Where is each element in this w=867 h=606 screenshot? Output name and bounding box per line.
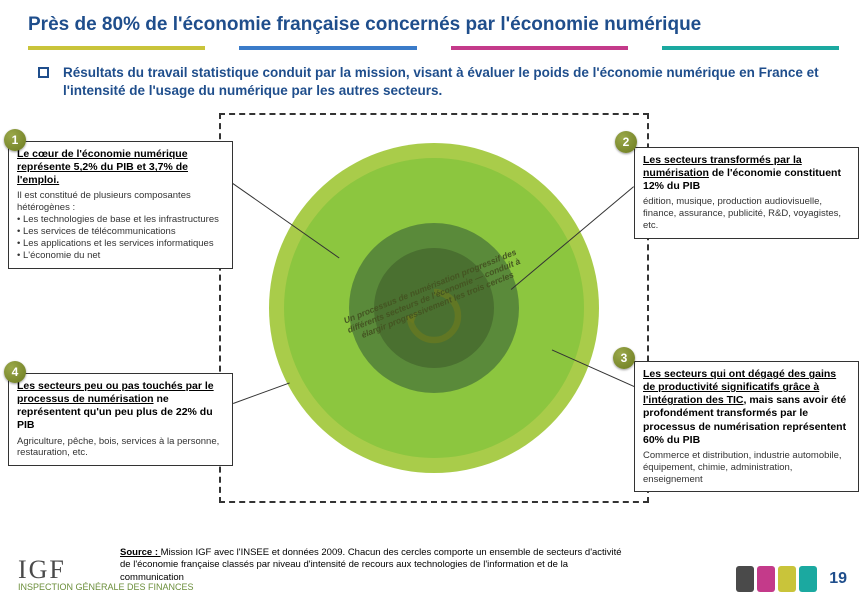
callout-subtext: Commerce et distribution, industrie auto… — [643, 450, 850, 486]
concentric-diagram: Un processus de numérisation progressif … — [0, 103, 867, 513]
callout-4: Les secteurs peu ou pas touchés par le p… — [8, 373, 233, 466]
footer-icons — [736, 566, 817, 592]
bullet-icon — [38, 67, 49, 78]
source-body: Mission IGF avec l'INSEE et données 2009… — [120, 547, 622, 583]
intro-row: Résultats du travail statistique conduit… — [0, 58, 867, 103]
callout-title: Les secteurs peu ou pas touchés par le p… — [17, 380, 214, 405]
callout-3: Les secteurs qui ont dégagé des gains de… — [634, 361, 859, 492]
stripe — [239, 46, 416, 50]
number-dot-2: 2 — [615, 131, 637, 153]
igf-logo: IGF INSPECTION GÉNÉRALE DES FINANCES — [18, 557, 194, 592]
stripe — [662, 46, 839, 50]
callout-2: Les secteurs transformés par la numérisa… — [634, 147, 859, 239]
callout-title: Le cœur de l'économie numérique représen… — [17, 148, 188, 186]
intro-text: Résultats du travail statistique conduit… — [63, 64, 839, 99]
igf-logo-small: INSPECTION GÉNÉRALE DES FINANCES — [18, 583, 194, 592]
callout-subtext: Agriculture, pêche, bois, services à la … — [17, 436, 224, 460]
callout-1: Le cœur de l'économie numérique représen… — [8, 141, 233, 269]
source-note: Source : Mission IGF avec l'INSEE et don… — [120, 547, 630, 584]
stripe — [28, 46, 205, 50]
footer-icon — [757, 566, 775, 592]
callout-subtext: édition, musique, production audiovisuel… — [643, 196, 850, 232]
page-title: Près de 80% de l'économie française conc… — [0, 0, 867, 46]
stripe — [451, 46, 628, 50]
callout-subtext: Il est constitué de plusieurs composante… — [17, 190, 224, 261]
footer-icon — [778, 566, 796, 592]
page-number: 19 — [829, 570, 847, 588]
footer-icon — [736, 566, 754, 592]
number-dot-4: 4 — [4, 361, 26, 383]
number-dot-1: 1 — [4, 129, 26, 151]
footer-icon — [799, 566, 817, 592]
title-underline-stripes — [0, 46, 867, 58]
igf-logo-big: IGF — [18, 557, 194, 583]
number-dot-3: 3 — [613, 347, 635, 369]
